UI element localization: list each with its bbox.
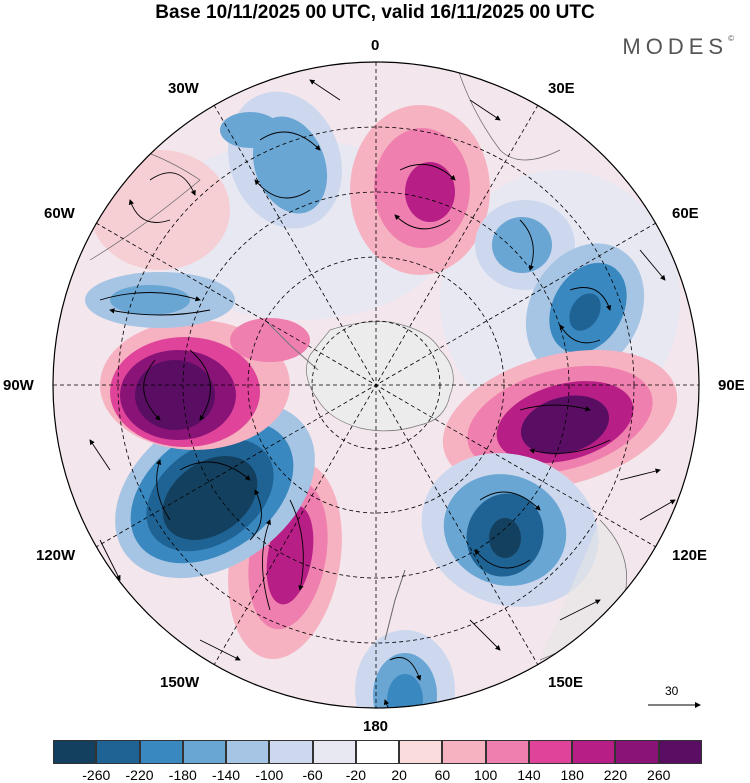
label-90w: 90W [3,377,34,394]
colorbar-swatch [658,740,702,764]
colorbar-swatch [528,740,573,764]
anomaly-negative-northeast [475,200,645,377]
coastline-africa [454,62,561,161]
colorbar-swatch [226,740,270,764]
colorbar-swatch [615,740,659,764]
map-title: Base 10/11/2025 00 UTC, valid 16/11/2025… [155,2,595,23]
antarctica-landmass [306,321,454,432]
colorbar-tick-label: -100 [255,767,284,783]
map-border [52,61,700,709]
colorbar-swatch [182,740,227,764]
label-30w: 30W [168,80,199,97]
graticule [53,62,699,708]
label-90e: 90E [718,377,745,394]
reference-vector-label: 30 [665,684,679,698]
label-0: 0 [371,37,380,54]
colorbar-swatch [485,740,529,764]
colorbar-tick-label: 60 [434,767,451,783]
label-120w: 120W [36,547,76,564]
anomaly-positive-north [350,105,490,275]
colorbar-tick-label: -140 [212,767,241,783]
colorbar-tick-label: 220 [603,767,628,783]
anomaly-negative-southeast [421,453,599,607]
label-60e: 60E [672,205,699,222]
label-120e: 120E [672,547,708,564]
brand-text: MODES [622,34,729,59]
colorbar-tick-label: -180 [168,767,197,783]
brand-mark: © [728,34,734,43]
colorbar-swatch [355,740,400,764]
wind-vectors [89,79,676,708]
colorbar-tick-label: -60 [302,767,323,783]
colorbar-tick-label: 180 [560,767,584,783]
colorbar-swatch [53,740,97,764]
colorbar-swatch [312,740,356,764]
colorbar-swatch [399,740,443,764]
label-150e: 150E [548,674,584,691]
colorbar-tick-label: -20 [345,767,366,783]
colorbar-tick-label: 20 [391,767,407,783]
colorbar-tick-label: -220 [125,767,154,783]
anomaly-negative-northwest [85,91,342,328]
colorbar-tick-label: 140 [517,767,541,783]
coastline-south-america [89,149,201,261]
coastline-new-zealand [384,569,406,641]
colorbar-swatch [442,740,486,764]
label-150w: 150W [160,674,200,691]
colorbar-swatch [96,740,140,764]
label-60w: 60W [44,205,75,222]
colorbar-swatch [139,740,183,764]
brand-logo: MODES© [622,34,734,60]
colorbar-tick-label: -260 [82,767,111,783]
label-30e: 30E [548,80,575,97]
anomaly-negative-south [355,630,455,708]
label-180: 180 [363,718,389,735]
colorbar-swatch [572,740,616,764]
antarctic-peninsula [264,319,319,371]
colorbar-tick-label: 260 [647,767,671,783]
colorbar-swatch [269,740,313,764]
colorbar-tick-label: 100 [473,767,498,783]
